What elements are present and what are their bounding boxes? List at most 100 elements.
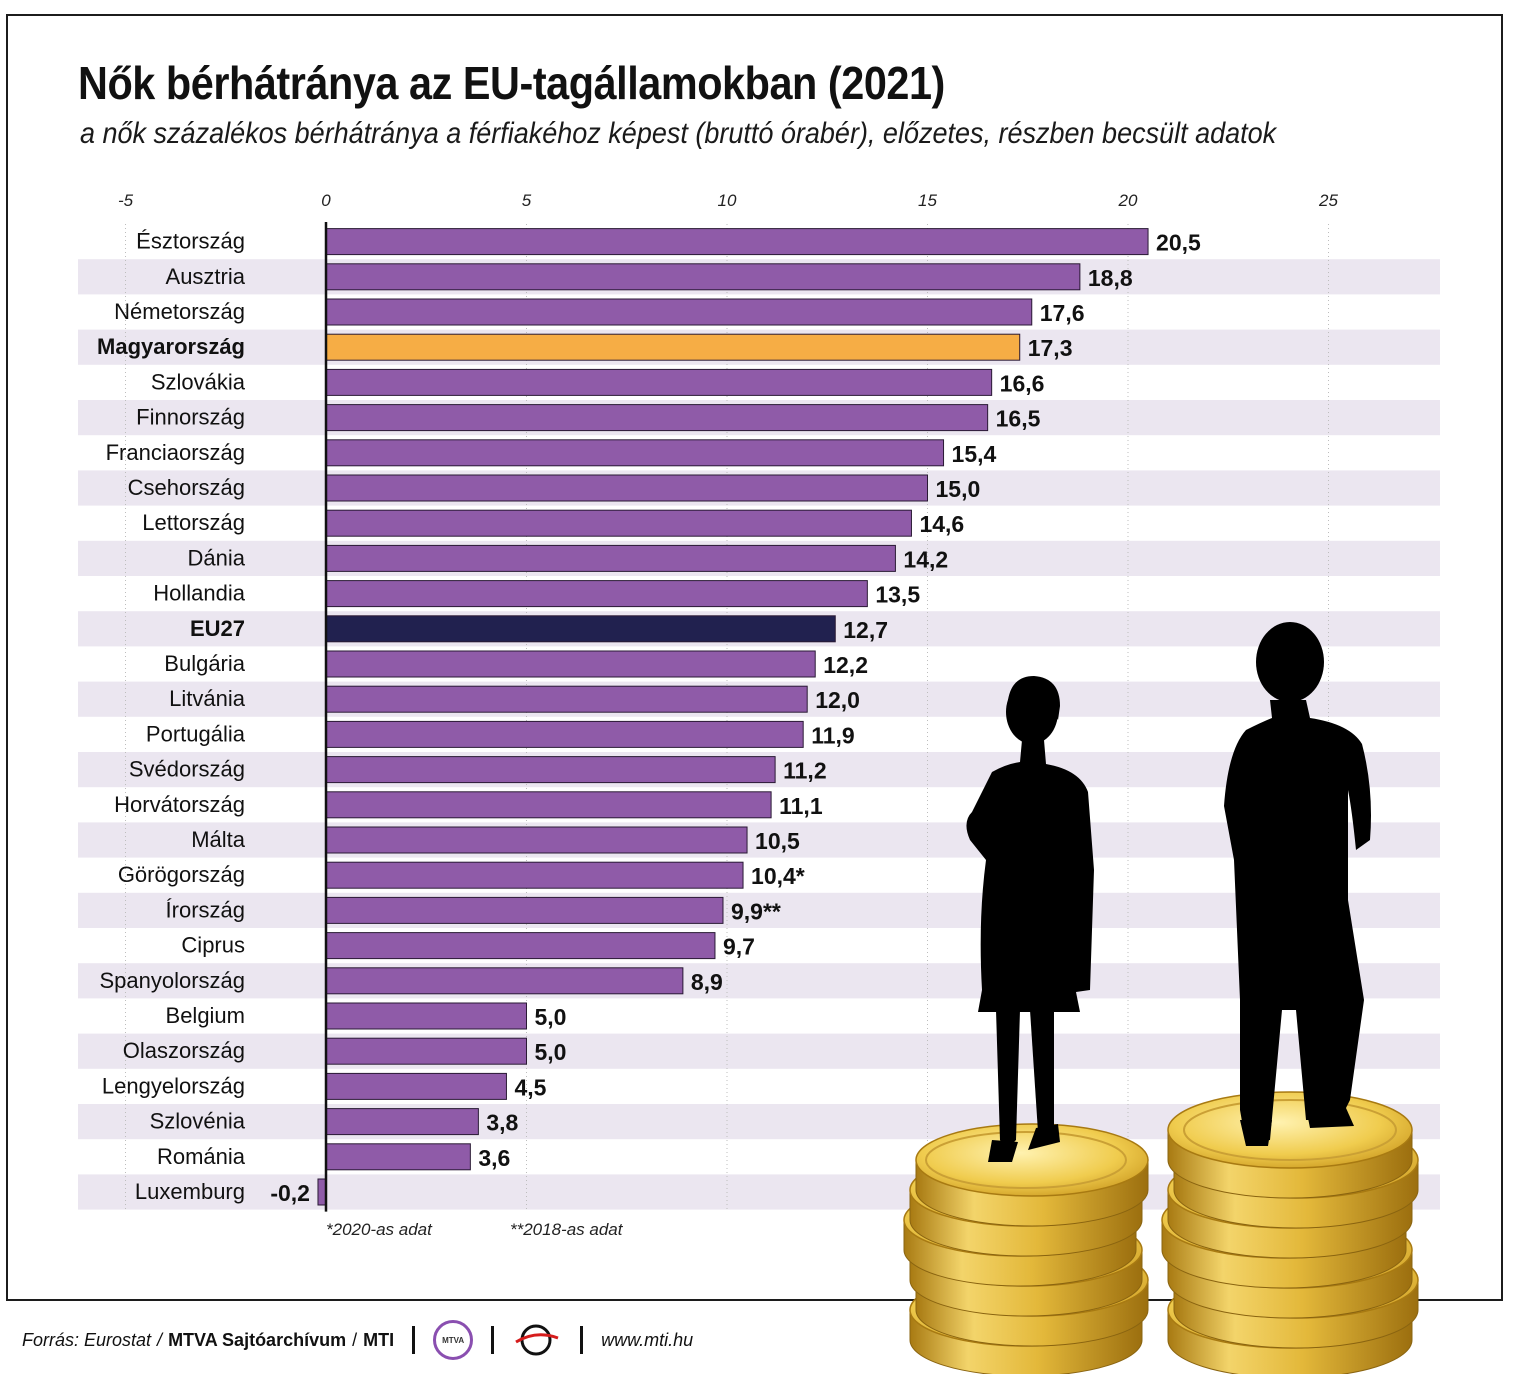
coin-stack-icon bbox=[1161, 1091, 1419, 1374]
value-label: 5,0 bbox=[535, 1004, 567, 1030]
bar bbox=[325, 228, 1149, 256]
value-label: 9,9** bbox=[731, 898, 781, 924]
bar bbox=[325, 615, 836, 643]
woman-silhouette-icon bbox=[966, 676, 1094, 1162]
bar bbox=[325, 685, 808, 713]
bar bbox=[325, 791, 772, 819]
value-label: 15,0 bbox=[936, 476, 981, 502]
coin-rim bbox=[1183, 1099, 1397, 1161]
value-label: 17,6 bbox=[1040, 300, 1085, 326]
category-label: Észtország bbox=[136, 229, 245, 254]
x-tick-label: 20 bbox=[1118, 191, 1138, 210]
footer-divider bbox=[580, 1326, 584, 1354]
footer-slash: / bbox=[157, 1329, 163, 1350]
value-label: 3,8 bbox=[486, 1110, 518, 1136]
category-label: Lettország bbox=[142, 510, 245, 535]
x-tick-label: 10 bbox=[718, 191, 737, 210]
x-tick-label: 5 bbox=[522, 191, 532, 210]
value-label: 13,5 bbox=[875, 582, 920, 608]
category-label: Bulgária bbox=[164, 651, 245, 676]
category-label: Szlovénia bbox=[150, 1109, 246, 1134]
category-label: Svédország bbox=[129, 757, 245, 782]
bar bbox=[325, 439, 945, 467]
row-band bbox=[78, 963, 1440, 999]
source-label: Forrás: Eurostat bbox=[22, 1329, 152, 1350]
category-label: Hollandia bbox=[153, 581, 245, 606]
website-link[interactable]: www.mti.hu bbox=[601, 1329, 694, 1350]
category-label: Litvánia bbox=[169, 686, 246, 711]
chart-title: Nők bérhátránya az EU-tagállamokban (202… bbox=[78, 57, 945, 109]
bar bbox=[325, 333, 1021, 361]
footer-divider bbox=[412, 1326, 416, 1354]
bar bbox=[325, 544, 896, 572]
bar bbox=[325, 1037, 527, 1065]
category-label: Görögország bbox=[118, 862, 245, 887]
value-label: 17,3 bbox=[1028, 335, 1073, 361]
category-label: Portugália bbox=[146, 721, 246, 746]
row-band bbox=[78, 822, 1440, 858]
bar bbox=[325, 474, 928, 502]
bar bbox=[325, 650, 816, 678]
footer-divider bbox=[491, 1326, 495, 1354]
coin-stack-icon bbox=[903, 1123, 1149, 1374]
bar bbox=[325, 720, 804, 748]
bar bbox=[325, 1108, 479, 1136]
bar bbox=[325, 404, 989, 432]
bar bbox=[325, 580, 868, 608]
value-label: 4,5 bbox=[514, 1074, 546, 1100]
bar bbox=[325, 368, 993, 396]
coin-rim bbox=[925, 1131, 1127, 1189]
value-label: 10,5 bbox=[755, 828, 800, 854]
man-silhouette-icon bbox=[1224, 622, 1371, 1146]
mti-logo-icon bbox=[515, 1324, 559, 1356]
bar bbox=[325, 263, 1081, 291]
row-band bbox=[78, 1033, 1440, 1069]
value-label: 10,4* bbox=[751, 863, 805, 889]
category-label: Franciaország bbox=[106, 440, 245, 465]
value-label: 5,0 bbox=[535, 1039, 567, 1065]
category-label: Ciprus bbox=[181, 933, 245, 958]
value-label: 12,0 bbox=[815, 687, 860, 713]
x-tick-label: 0 bbox=[321, 191, 331, 210]
category-labels: Észtország Ausztria Németország Magyarorszá… bbox=[97, 229, 246, 1204]
bar bbox=[325, 1002, 527, 1030]
value-label: 16,5 bbox=[996, 406, 1041, 432]
bar bbox=[325, 861, 744, 889]
value-label: 11,2 bbox=[783, 758, 827, 784]
value-label: 20,5 bbox=[1156, 230, 1201, 256]
archive-label: MTVA Sajtóarchívum bbox=[168, 1329, 347, 1350]
bar bbox=[325, 896, 724, 924]
bar bbox=[325, 1143, 471, 1171]
category-label: Horvátország bbox=[114, 792, 245, 817]
x-tick-label: -5 bbox=[118, 191, 134, 210]
footer-slash: / bbox=[352, 1329, 358, 1350]
value-label: 14,6 bbox=[919, 511, 964, 537]
value-labels: 20,5 18,817,6 17,3 16,6 16,5 15,4 15,0 14,6 14,2… bbox=[270, 230, 1201, 1206]
x-tick-label: 15 bbox=[918, 191, 937, 210]
category-label: Szlovákia bbox=[151, 369, 246, 394]
row-band bbox=[78, 892, 1440, 928]
category-label: Lengyelország bbox=[102, 1073, 245, 1098]
bars bbox=[317, 228, 1149, 1206]
coin-top bbox=[915, 1123, 1149, 1197]
category-label: Románia bbox=[157, 1144, 246, 1169]
category-label: EU27 bbox=[190, 616, 245, 641]
value-label: 18,8 bbox=[1088, 265, 1133, 291]
value-label: -0,2 bbox=[270, 1180, 310, 1206]
category-label: Luxemburg bbox=[135, 1179, 245, 1204]
category-label: Belgium bbox=[166, 1003, 245, 1028]
bar bbox=[325, 509, 912, 537]
value-label: 14,2 bbox=[903, 546, 948, 572]
value-label: 9,7 bbox=[723, 934, 755, 960]
value-label: 11,9 bbox=[811, 722, 855, 748]
category-label: Németország bbox=[114, 299, 245, 324]
value-label: 8,9 bbox=[691, 969, 723, 995]
bar bbox=[325, 932, 716, 960]
agency-label: MTI bbox=[363, 1329, 395, 1350]
value-label: 16,6 bbox=[1000, 370, 1045, 396]
category-label: Dánia bbox=[188, 545, 246, 570]
footer: Forrás: Eurostat / MTVA Sajtóarchívum / … bbox=[22, 1318, 693, 1362]
value-label: 3,6 bbox=[478, 1145, 510, 1171]
category-label: Finnország bbox=[136, 405, 245, 430]
